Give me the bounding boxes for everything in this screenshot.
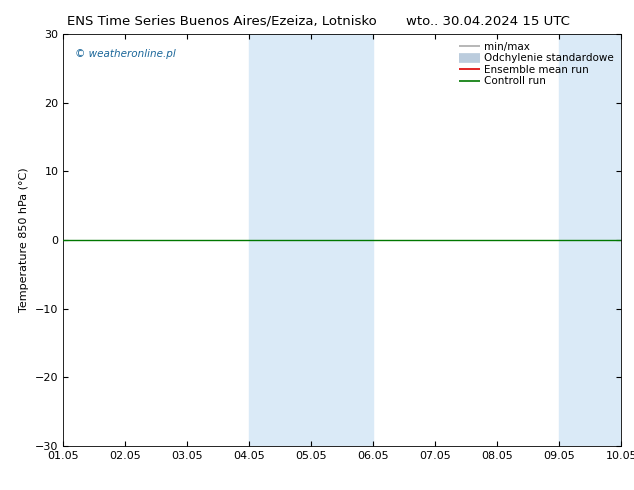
Legend: min/max, Odchylenie standardowe, Ensemble mean run, Controll run: min/max, Odchylenie standardowe, Ensembl… (455, 37, 618, 91)
Bar (249, 34, 373, 446)
Bar (559, 34, 634, 446)
Text: ENS Time Series Buenos Aires/Ezeiza, Lotnisko: ENS Time Series Buenos Aires/Ezeiza, Lot… (67, 15, 377, 28)
Text: wto.. 30.04.2024 15 UTC: wto.. 30.04.2024 15 UTC (406, 15, 570, 28)
Y-axis label: Temperature 850 hPa (°C): Temperature 850 hPa (°C) (20, 168, 30, 313)
Text: © weatheronline.pl: © weatheronline.pl (75, 49, 176, 59)
